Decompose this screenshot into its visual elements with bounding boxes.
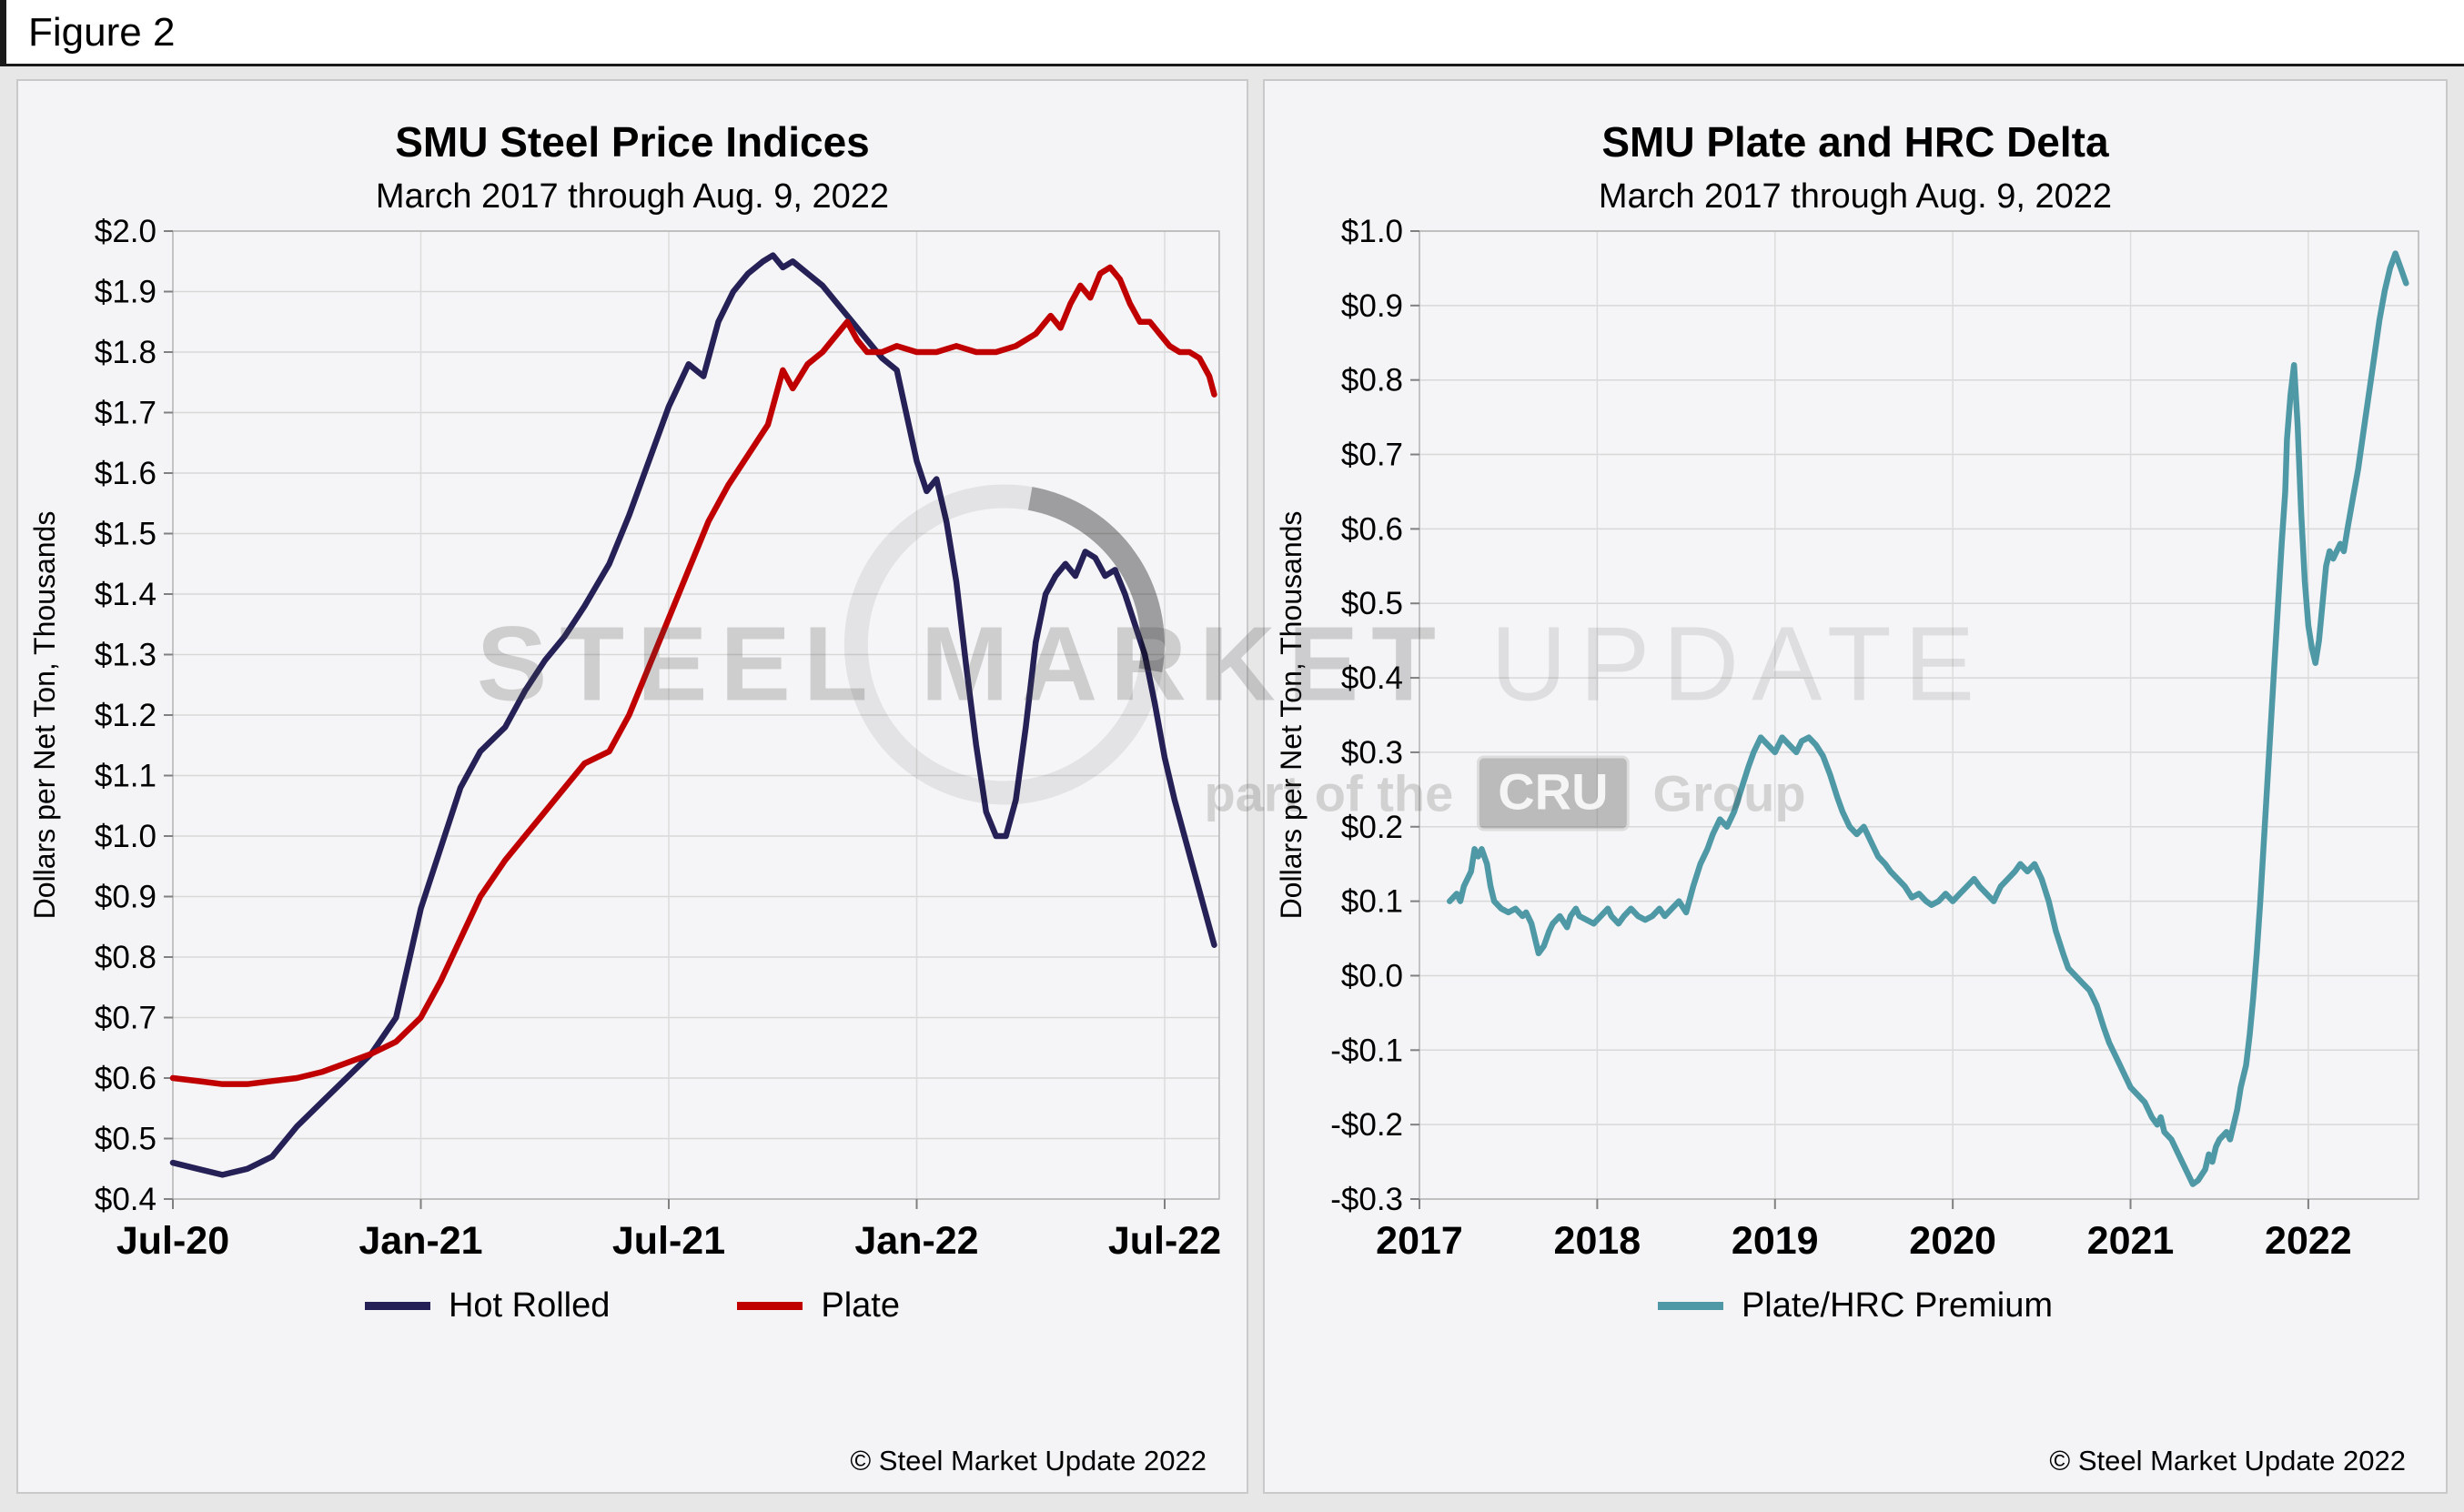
y-axis-tick-label: $0.2 [1341,810,1403,845]
y-axis-tick-label: $0.0 [1341,959,1403,994]
y-axis-tick-label: $1.6 [95,456,157,491]
chart-subtitle: March 2017 through Aug. 9, 2022 [1598,177,2113,217]
legend-swatch [364,1302,430,1311]
y-axis-tick-label: $0.9 [95,880,157,915]
x-axis-tick-label: 2022 [2265,1219,2352,1263]
chart-title: SMU Plate and HRC Delta [1601,118,2109,166]
y-axis-tick-label: $0.4 [1341,660,1403,696]
chart-subtitle: March 2017 through Aug. 9, 2022 [375,177,890,217]
legend-label: Plate [821,1286,900,1326]
y-axis-tick-label: $0.6 [1341,512,1403,548]
x-axis-tick-label: 2020 [1909,1219,1996,1263]
x-axis-tick-label: Jan-21 [358,1219,482,1263]
chart-title: SMU Steel Price Indices [395,118,870,166]
y-axis-tick-label: $1.3 [95,638,157,673]
legend-swatch [737,1302,803,1311]
y-axis-tick-label: $0.7 [95,1001,157,1036]
y-axis-tick-label: $0.8 [1341,363,1403,398]
legend: Plate/HRC Premium [1657,1286,2054,1326]
legend: Hot Rolled Plate [364,1286,900,1326]
copyright: © Steel Market Update 2022 [850,1445,1207,1477]
y-axis-tick-label: -$0.2 [1330,1108,1403,1144]
y-axis-tick-label: $0.7 [1341,438,1403,473]
x-axis-tick-label: 2019 [1732,1219,1819,1263]
y-axis-tick-label: $1.2 [95,698,157,733]
y-axis-tick-label: $1.5 [95,517,157,552]
legend-label: Plate/HRC Premium [1741,1286,2054,1326]
y-axis-tick-label: $0.8 [95,940,157,975]
y-axis-tick-label: $1.9 [95,275,157,310]
x-axis-tick-label: Jul-20 [116,1219,229,1263]
y-axis-tick-label: -$0.1 [1330,1033,1403,1069]
x-axis-tick-label: Jan-22 [854,1219,978,1263]
y-axis-title: Dollars per Net Ton, Thousands [28,511,61,920]
y-axis-tick-label: $0.3 [1341,735,1403,771]
chart-panel-plate-hrc-delta: SMU Plate and HRC Delta March 2017 throu… [1262,79,2448,1495]
legend-swatch [1657,1302,1723,1311]
x-axis-tick-label: 2017 [1376,1219,1463,1263]
plot-border [1419,230,2419,1201]
x-axis-tick-label: Jul-21 [612,1219,725,1263]
series-line-plate [169,265,1217,1088]
y-axis-tick-label: $1.7 [95,396,157,431]
copyright: © Steel Market Update 2022 [2049,1445,2406,1477]
y-axis-tick-label: $0.5 [1341,587,1403,622]
y-axis-tick-label: -$0.3 [1330,1182,1403,1217]
y-axis-tick-label: $0.6 [95,1061,157,1096]
x-axis-tick-label: 2018 [1554,1219,1641,1263]
legend-entry: Hot Rolled [364,1286,611,1326]
legend-entry: Plate/HRC Premium [1657,1286,2054,1326]
y-axis-tick-label: $1.1 [95,759,157,794]
series-line-hot-rolled [169,252,1217,1179]
y-axis-title: Dollars per Net Ton, Thousands [1275,511,1308,920]
y-axis-tick-label: $0.5 [95,1122,157,1157]
chart-panel-price-indices: SMU Steel Price Indices March 2017 throu… [16,79,1248,1495]
y-axis-tick-label: $1.4 [95,577,157,612]
figure-label: Figure 2 [28,10,176,55]
y-axis-tick-label: $0.9 [1341,288,1403,324]
y-axis-tick-label: $1.8 [95,335,157,370]
price-indices-plot: $0.4 $0.5 $0.6 $0.7 $0.8 $0.9 $1.0 $1.1 $1.2 $1.3… [28,218,1221,1263]
y-axis-tick-label: $0.1 [1341,884,1403,920]
legend-entry: Plate [737,1286,900,1326]
y-axis-tick-label: $1.0 [1341,218,1403,249]
charts-row: SMU Steel Price Indices March 2017 throu… [0,66,2464,1512]
legend-label: Hot Rolled [448,1286,611,1326]
series-line-plate-hrc-premium [1446,250,2409,1188]
x-axis-tick-label: 2021 [2087,1219,2175,1263]
figure-header: Figure 2 [0,0,2464,67]
y-axis-tick-label: $2.0 [95,218,157,249]
plate-hrc-delta-plot: -$0.3 -$0.2 -$0.1 $0.0 $0.1 $0.2 $0.3 $0.4 $0.5 $… [1275,218,2419,1263]
y-axis-tick-label: $1.0 [95,819,157,854]
y-axis-tick-label: $0.4 [95,1182,157,1217]
x-axis-tick-label: Jul-22 [1108,1219,1221,1263]
